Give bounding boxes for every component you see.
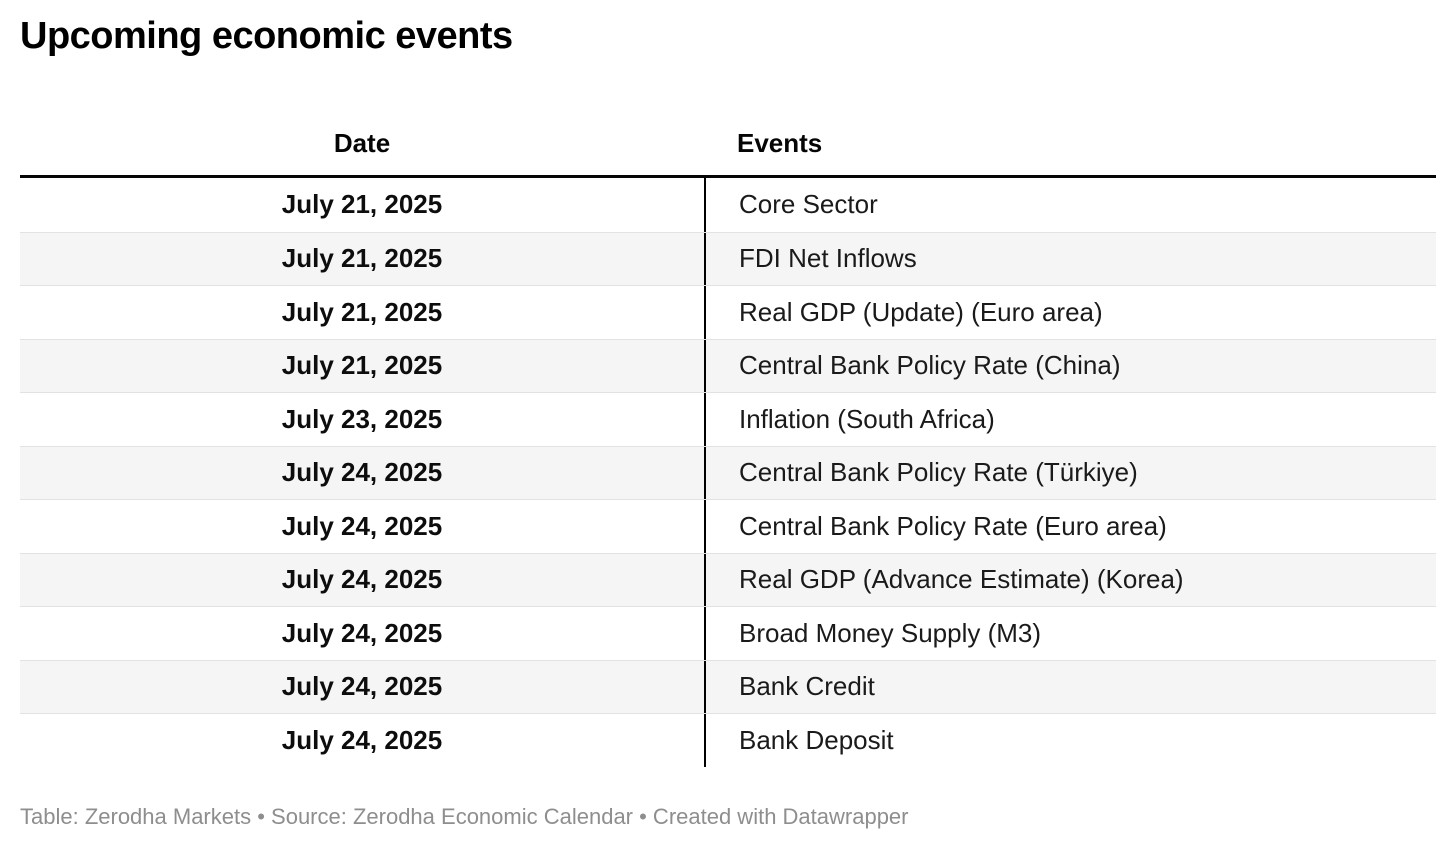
table-row: July 23, 2025 Inflation (South Africa) xyxy=(20,392,1436,446)
table-row: July 24, 2025 Bank Deposit xyxy=(20,713,1436,767)
column-header-date: Date xyxy=(333,128,391,158)
table-row: July 24, 2025 Central Bank Policy Rate (T… xyxy=(20,445,1436,499)
date-cell: July 21, 2025 xyxy=(281,189,443,220)
event-cell: Real GDP (Advance Estimate) (Korea) xyxy=(704,553,1436,606)
table-row: July 21, 2025 Core Sector xyxy=(20,178,1436,232)
event-cell: Central Bank Policy Rate (China) xyxy=(704,339,1436,392)
event-cell: Central Bank Policy Rate (Euro area) xyxy=(704,500,1436,553)
event-cell: Bank Credit xyxy=(704,660,1436,713)
events-table: Date Events July 21, 2025 Core Sector July… xyxy=(20,112,1436,767)
footer-credits: Table: Zerodha Markets • Source: Zerodha… xyxy=(20,804,909,829)
table-row: July 24, 2025 Real GDP (Advance Estimate)… xyxy=(20,552,1436,606)
table-row: July 21, 2025 FDI Net Inflows xyxy=(20,231,1436,285)
date-cell: July 21, 2025 xyxy=(281,243,443,274)
table-row: July 24, 2025 Broad Money Supply (M3) xyxy=(20,606,1436,660)
event-cell: Central Bank Policy Rate (Türkiye) xyxy=(704,446,1436,499)
date-cell: July 24, 2025 xyxy=(281,510,443,541)
table-header-row: Date Events xyxy=(20,112,1436,178)
table-row: July 21, 2025 Real GDP (Update) (Euro are… xyxy=(20,285,1436,339)
date-cell: July 24, 2025 xyxy=(281,617,443,648)
date-cell: July 21, 2025 xyxy=(281,350,443,381)
event-cell: Core Sector xyxy=(704,178,1436,232)
table-row: July 24, 2025 Bank Credit xyxy=(20,659,1436,713)
date-cell: July 24, 2025 xyxy=(281,564,443,595)
table-row: July 24, 2025 Central Bank Policy Rate (E… xyxy=(20,499,1436,553)
event-cell: Real GDP (Update) (Euro area) xyxy=(704,286,1436,339)
table-body: July 21, 2025 Core Sector July 21, 2025 FDI… xyxy=(20,178,1436,767)
event-cell: Bank Deposit xyxy=(704,714,1436,767)
chart-title: Upcoming economic events xyxy=(20,15,513,57)
date-cell: July 24, 2025 xyxy=(281,724,443,755)
date-cell: July 23, 2025 xyxy=(281,403,443,434)
event-cell: Broad Money Supply (M3) xyxy=(704,607,1436,660)
table-row: July 21, 2025 Central Bank Policy Rate (C… xyxy=(20,338,1436,392)
column-header-events: Events xyxy=(737,128,823,158)
event-cell: FDI Net Inflows xyxy=(704,232,1436,285)
event-cell: Inflation (South Africa) xyxy=(704,393,1436,446)
date-cell: July 21, 2025 xyxy=(281,296,443,327)
date-cell: July 24, 2025 xyxy=(281,457,443,488)
date-cell: July 24, 2025 xyxy=(281,671,443,702)
